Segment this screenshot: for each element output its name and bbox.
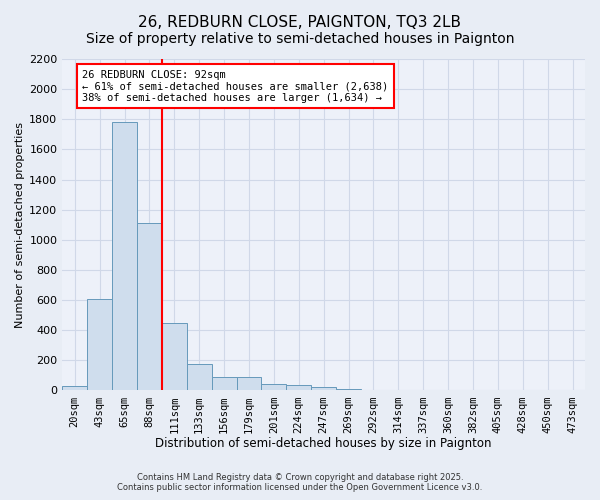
Y-axis label: Number of semi-detached properties: Number of semi-detached properties	[15, 122, 25, 328]
Bar	[62, 386, 87, 390]
Bar	[262, 384, 286, 390]
Bar	[137, 223, 162, 390]
Bar	[187, 364, 212, 390]
Bar	[112, 122, 137, 390]
X-axis label: Distribution of semi-detached houses by size in Paignton: Distribution of semi-detached houses by …	[155, 437, 492, 450]
Bar	[87, 298, 112, 390]
Bar	[212, 377, 236, 390]
Text: Contains HM Land Registry data © Crown copyright and database right 2025.
Contai: Contains HM Land Registry data © Crown c…	[118, 473, 482, 492]
Bar	[236, 377, 262, 390]
Bar	[286, 385, 311, 390]
Bar	[162, 322, 187, 390]
Text: Size of property relative to semi-detached houses in Paignton: Size of property relative to semi-detach…	[86, 32, 514, 46]
Bar	[336, 389, 361, 390]
Text: 26, REDBURN CLOSE, PAIGNTON, TQ3 2LB: 26, REDBURN CLOSE, PAIGNTON, TQ3 2LB	[139, 15, 461, 30]
Text: 26 REDBURN CLOSE: 92sqm
← 61% of semi-detached houses are smaller (2,638)
38% of: 26 REDBURN CLOSE: 92sqm ← 61% of semi-de…	[82, 70, 388, 102]
Bar	[311, 388, 336, 390]
